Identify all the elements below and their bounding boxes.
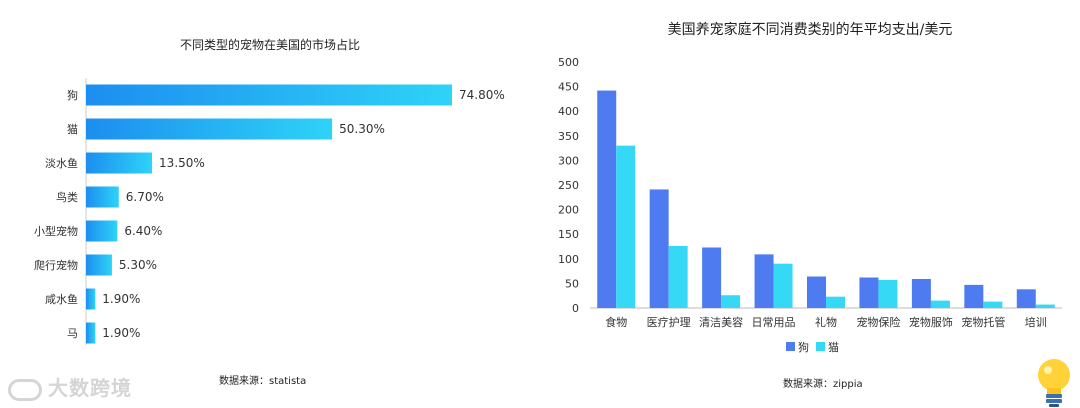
left-value-label: 13.50% (159, 156, 205, 170)
left-value-label: 6.40% (124, 224, 162, 238)
right-y-tick-label: 0 (572, 302, 579, 315)
right-bar-cat (616, 145, 636, 308)
right-category-label: 礼物 (815, 315, 837, 329)
left-chart-title: 不同类型的宠物在美国的市场占比 (179, 38, 360, 52)
right-category-label: 食物 (605, 315, 627, 329)
lightbulb-icon (1038, 359, 1070, 407)
right-category-label: 宠物保险 (856, 315, 900, 329)
right-category-label: 医疗护理 (647, 315, 691, 329)
right-bar-cat (773, 263, 793, 308)
right-bar-dog (964, 284, 984, 308)
right-bar-dog (911, 278, 931, 308)
left-chart: 狗 74.80% 猫 50.30% 淡水鱼 13.50% 鸟类 6.70% 小型宠物 6.40% 爬… (34, 78, 505, 345)
right-y-tick-label: 200 (558, 204, 579, 217)
left-bar (86, 288, 96, 310)
left-value-label: 1.90% (102, 326, 140, 340)
right-bar-cat (668, 246, 688, 308)
left-bar (86, 186, 119, 208)
left-value-label: 5.30% (119, 258, 157, 272)
right-bar-cat (983, 301, 1003, 308)
right-bar-cat (1035, 304, 1055, 308)
left-value-label: 50.30% (339, 122, 385, 136)
left-value-label: 6.70% (126, 190, 164, 204)
right-y-tick-label: 250 (558, 179, 579, 192)
left-category-label: 鸟类 (56, 190, 78, 204)
right-chart: 0 50 100 150 200 250 300 350 400 450 500 食物 医疗护理 清洁美容… (558, 56, 1062, 354)
logo-mark-icon (8, 378, 42, 401)
right-bar-dog (1016, 289, 1036, 308)
legend-swatch (816, 342, 825, 351)
left-category-label: 淡水鱼 (45, 156, 78, 170)
right-y-tick-label: 150 (558, 228, 579, 241)
right-y-tick-label: 100 (558, 253, 579, 266)
right-y-tick-label: 300 (558, 154, 579, 167)
right-bar-dog (597, 90, 617, 308)
right-bar-cat (930, 300, 950, 308)
right-chart-source: 数据来源：zippia (783, 379, 863, 390)
left-category-label: 猫 (67, 123, 78, 136)
right-bar-dog (754, 254, 774, 308)
right-category-label: 宠物服饰 (909, 315, 953, 329)
legend-label: 猫 (828, 341, 839, 354)
right-bar-dog (649, 189, 669, 308)
right-bar-dog (807, 276, 826, 308)
right-bar-dog (859, 277, 879, 308)
right-bar-cat (826, 296, 845, 308)
left-bar (86, 84, 452, 106)
right-chart-title: 美国养宠家庭不同消费类别的年平均支出/美元 (667, 22, 953, 38)
right-y-tick-label: 500 (558, 56, 579, 69)
left-bar (86, 152, 153, 174)
right-category-label: 宠物托管 (961, 315, 1005, 329)
left-category-label: 咸水鱼 (45, 292, 78, 306)
legend-swatch (786, 342, 795, 351)
left-category-label: 爬行宠物 (34, 258, 78, 272)
left-bar (86, 254, 112, 276)
left-bar (86, 322, 96, 344)
left-category-label: 小型宠物 (34, 224, 78, 238)
right-bar-cat (878, 279, 898, 308)
right-category-label: 日常用品 (752, 316, 796, 329)
left-value-label: 74.80% (459, 88, 505, 102)
right-y-tick-label: 50 (565, 277, 579, 290)
right-category-label: 培训 (1025, 315, 1047, 329)
legend-label: 狗 (798, 341, 809, 354)
right-y-tick-label: 400 (558, 105, 579, 118)
left-value-label: 1.90% (102, 292, 140, 306)
right-y-tick-label: 450 (558, 81, 579, 94)
left-category-label: 马 (67, 327, 78, 340)
right-bar-dog (702, 247, 722, 308)
left-chart-source: 数据来源：statista (219, 376, 307, 387)
right-y-tick-label: 350 (558, 130, 579, 143)
logo-text: 大数跨境 (48, 376, 132, 400)
left-category-label: 狗 (67, 89, 78, 102)
left-bar (86, 118, 333, 140)
brand-logo: 大数跨境 (8, 372, 132, 401)
right-bar-cat (721, 295, 741, 308)
left-bar (86, 220, 118, 242)
right-category-label: 清洁美容 (699, 315, 743, 329)
